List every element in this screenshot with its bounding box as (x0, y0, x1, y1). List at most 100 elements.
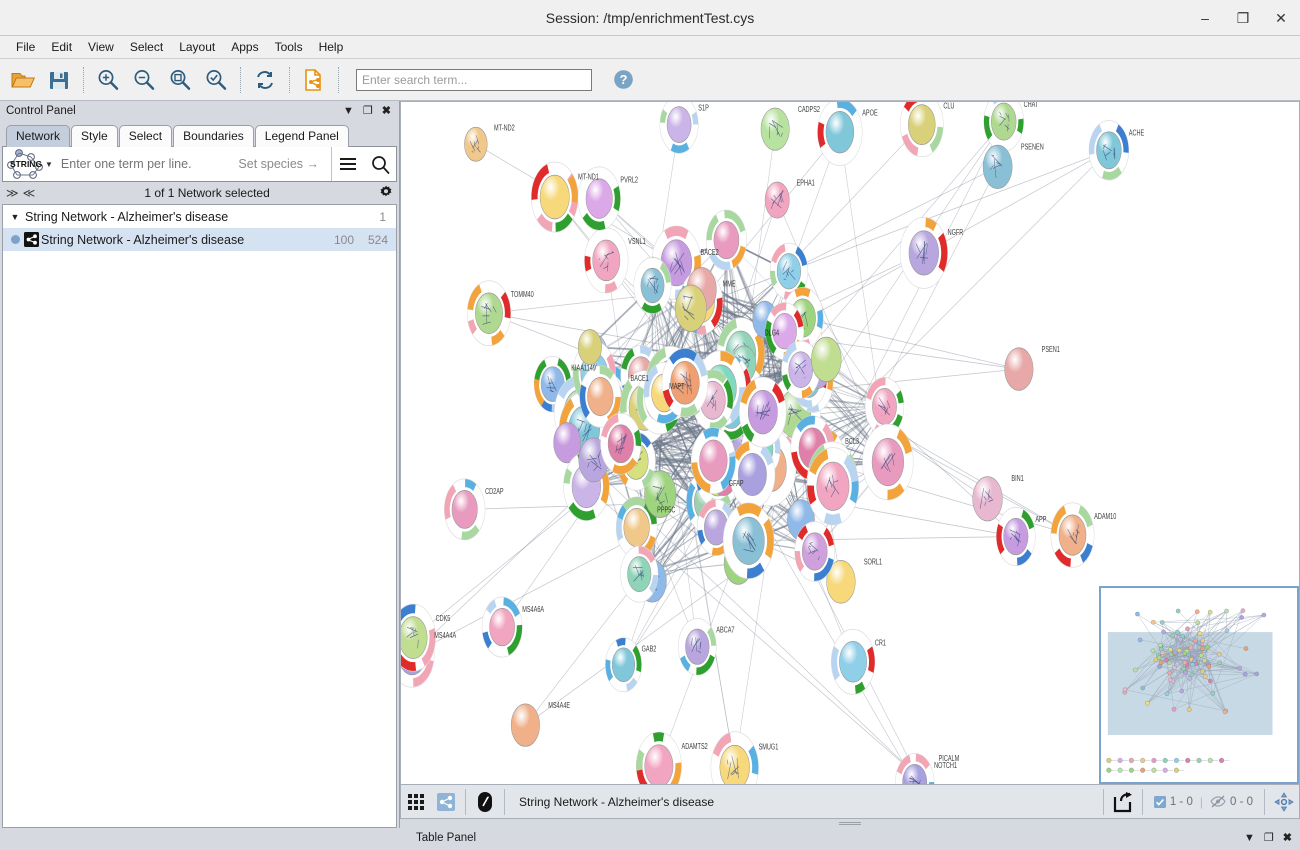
string-search-icon[interactable] (364, 147, 396, 181)
set-species-link[interactable]: Set species → (238, 157, 319, 171)
svg-text:S1P: S1P (698, 104, 709, 112)
network-selection-status: 1 of 1 Network selected (144, 186, 270, 200)
table-panel-title: Table Panel (416, 832, 477, 844)
control-panel: Control Panel ▼ ❐ ✖ Network Style Select… (0, 101, 400, 828)
network-settings-gear-icon[interactable] (379, 185, 393, 202)
zoom-in-icon[interactable] (91, 63, 125, 97)
tree-row-network[interactable]: String Network - Alzheimer's disease 100… (3, 228, 396, 251)
save-session-icon[interactable] (42, 63, 76, 97)
svg-text:STRING: STRING (10, 159, 43, 169)
pan-mode-icon[interactable] (1269, 787, 1299, 817)
share-network-icon[interactable] (297, 63, 331, 97)
svg-text:BIN1: BIN1 (1011, 475, 1023, 483)
menu-item-edit[interactable]: Edit (51, 40, 73, 54)
svg-text:PPP5C: PPP5C (657, 506, 675, 514)
export-network-icon[interactable] (1108, 787, 1138, 817)
tree-root-count: 1 (379, 209, 386, 224)
menu-item-select[interactable]: Select (129, 40, 164, 54)
network-graph[interactable]: MT-ND2 MT-ND1 VSNL1 CD2AP MS4A4A MS4A6A MS4A4E… (401, 102, 1299, 784)
hidden-edges-status[interactable]: 0 - 0 (1203, 795, 1260, 808)
close-icon[interactable]: ✕ (1275, 9, 1287, 26)
string-term-input[interactable] (56, 157, 239, 171)
zoom-out-icon[interactable] (127, 63, 161, 97)
menu-item-apps[interactable]: Apps (231, 40, 259, 54)
zoom-fit-network-icon[interactable] (163, 63, 197, 97)
main-toolbar: ? (0, 59, 1300, 101)
expand-triangle-icon[interactable]: ▼ (10, 211, 20, 222)
menu-item-file[interactable]: File (16, 40, 36, 54)
grid-view-icon[interactable] (401, 787, 431, 817)
svg-text:KIAA1149: KIAA1149 (571, 364, 596, 372)
network-canvas[interactable]: MT-ND2 MT-ND1 VSNL1 CD2AP MS4A4A MS4A6A MS4A4E… (400, 101, 1300, 785)
tree-row-root[interactable]: ▼ String Network - Alzheimer's disease 1 (3, 205, 396, 228)
svg-text:MS4A6A: MS4A6A (522, 606, 544, 614)
tab-style[interactable]: Style (71, 125, 118, 147)
svg-text:PSENEN: PSENEN (1021, 144, 1044, 152)
svg-text:APOE: APOE (862, 110, 878, 118)
svg-text:CHAT: CHAT (1024, 102, 1039, 109)
control-panel-title: Control Panel (6, 105, 76, 117)
minimize-icon[interactable]: – (1201, 10, 1209, 26)
table-close-icon[interactable]: ✖ (1282, 831, 1292, 844)
window-controls: – ❐ ✕ (1194, 0, 1292, 36)
toolbar-divider-3 (289, 66, 290, 93)
menu-item-layout[interactable]: Layout (179, 40, 216, 54)
menu-item-view[interactable]: View (88, 40, 114, 54)
annotation-tool-icon[interactable] (470, 787, 500, 817)
tab-boundaries[interactable]: Boundaries (173, 125, 254, 147)
close-panel-icon[interactable]: ✖ (381, 104, 391, 117)
svg-text:MS4A4A: MS4A4A (434, 632, 456, 640)
svg-text:SMUG1: SMUG1 (759, 744, 779, 752)
svg-text:NGFR: NGFR (948, 229, 964, 237)
tree-root-label: String Network - Alzheimer's disease (25, 209, 229, 224)
birds-eye-canvas[interactable] (1101, 588, 1297, 782)
maximize-icon[interactable]: ❐ (1236, 9, 1250, 26)
float-panel-icon[interactable]: ❐ (362, 104, 373, 117)
birds-eye-view[interactable] (1099, 586, 1299, 784)
svg-text:MAPT: MAPT (669, 383, 685, 391)
selected-nodes-status[interactable]: 1 - 0 (1147, 795, 1200, 808)
string-options-menu-icon[interactable] (332, 147, 364, 181)
hidden-edges-count: 0 - 0 (1229, 795, 1253, 808)
menu-item-help[interactable]: Help (318, 40, 344, 54)
svg-text:EPHA1: EPHA1 (797, 180, 815, 188)
selected-nodes-count: 1 - 0 (1169, 795, 1193, 808)
svg-text:BACE1: BACE1 (631, 375, 649, 383)
svg-text:MME: MME (723, 281, 736, 289)
network-view-title: String Network - Alzheimer's disease (519, 794, 715, 809)
svg-text:ADAMTS2: ADAMTS2 (682, 743, 708, 751)
string-logo-icon[interactable]: STRING (3, 147, 49, 181)
open-session-icon[interactable] (6, 63, 40, 97)
svg-text:ABCA7: ABCA7 (716, 627, 734, 635)
network-tree: ▼ String Network - Alzheimer's disease 1… (2, 204, 397, 828)
table-chevron-down-icon[interactable]: ▼ (1244, 831, 1255, 844)
collapse-all-icon[interactable]: ≫ (6, 186, 19, 200)
panel-resize-handle[interactable] (400, 819, 1300, 828)
netbar-divider-4 (1141, 788, 1143, 815)
svg-text:MT-ND2: MT-ND2 (494, 125, 515, 133)
expand-all-icon[interactable]: ≪ (22, 186, 36, 200)
svg-text:VSNL1: VSNL1 (628, 238, 646, 246)
zoom-fit-selected-icon[interactable] (199, 63, 233, 97)
svg-text:MS4A4E: MS4A4E (548, 702, 570, 710)
menu-item-tools[interactable]: Tools (274, 40, 303, 54)
tab-select[interactable]: Select (118, 125, 173, 147)
tab-network[interactable]: Network (6, 125, 71, 147)
chevron-down-icon[interactable]: ▼ (343, 104, 354, 117)
search-input[interactable] (356, 68, 592, 91)
tree-network-edge-count: 524 (367, 232, 388, 247)
svg-text:DLG4: DLG4 (765, 330, 780, 338)
svg-text:CR1: CR1 (875, 640, 886, 648)
svg-text:?: ? (619, 72, 627, 87)
toolbar-divider-1 (83, 66, 84, 93)
table-float-icon[interactable]: ❐ (1263, 831, 1274, 844)
tab-legend-panel[interactable]: Legend Panel (254, 125, 349, 147)
string-search-bar: STRING ▼ Set species → (2, 146, 397, 182)
svg-text:PSEN1: PSEN1 (1042, 346, 1060, 354)
string-species-caret-icon[interactable]: ▼ (45, 159, 53, 169)
svg-text:ACHE: ACHE (1129, 130, 1145, 138)
help-icon[interactable]: ? (606, 63, 640, 97)
refresh-icon[interactable] (248, 63, 282, 97)
network-list-view-icon[interactable] (431, 787, 461, 817)
svg-text:BCL3: BCL3 (845, 438, 859, 446)
